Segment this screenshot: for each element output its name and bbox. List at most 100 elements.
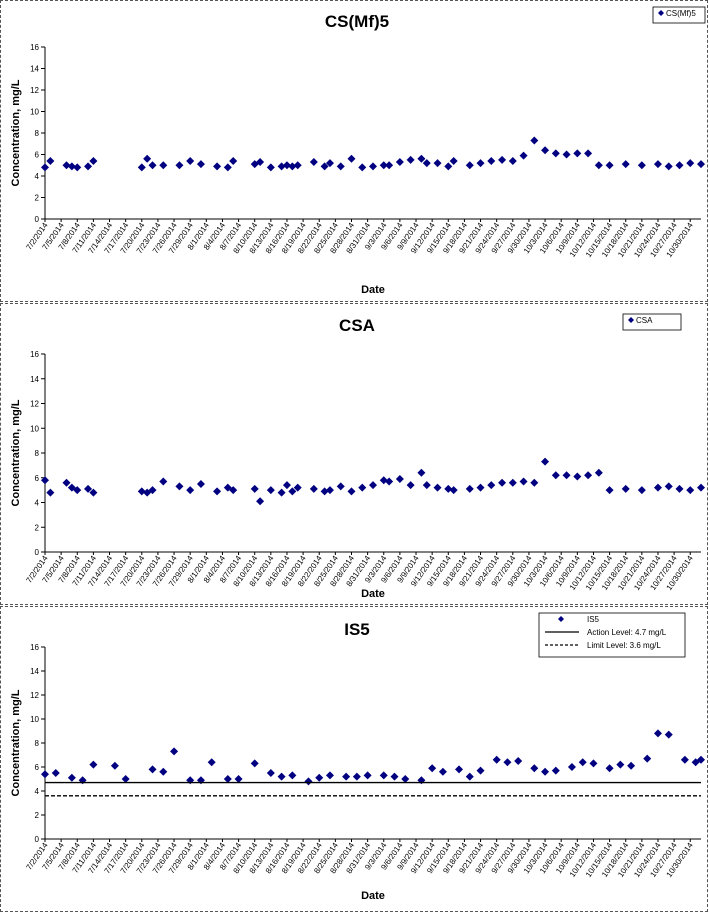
data-point	[449, 156, 458, 165]
data-point	[196, 160, 205, 169]
y-tick-label: 16	[30, 43, 39, 52]
data-point	[675, 484, 684, 493]
legend-entry: CSA	[636, 316, 653, 325]
data-point	[487, 156, 496, 165]
y-tick-label: 8	[35, 129, 40, 138]
data-point	[256, 158, 265, 167]
data-point	[508, 156, 517, 165]
data-point	[304, 777, 313, 786]
y-axis-label: Concentration, mg/L	[10, 79, 22, 186]
data-point	[84, 484, 93, 493]
data-point	[293, 161, 302, 170]
data-point	[250, 484, 259, 493]
data-point	[186, 156, 195, 165]
x-axis-label: Date	[361, 890, 385, 902]
y-tick-label: 10	[30, 108, 39, 117]
chart-panel-csa: CSA 0 2 4 6 8 10 12 14 16 7/2/2014 7/5/2014 7/8/2014…	[0, 303, 708, 605]
data-point	[444, 162, 453, 171]
data-point	[358, 163, 367, 172]
y-axis-label: Concentration, mg/L	[10, 689, 22, 796]
data-point	[67, 162, 76, 171]
data-point	[41, 163, 49, 172]
data-point	[46, 488, 55, 497]
y-tick-label: 4	[35, 499, 40, 508]
data-point	[519, 477, 528, 486]
data-point	[594, 161, 603, 170]
data-point	[266, 486, 275, 495]
y-tick-label: 6	[35, 474, 40, 483]
data-point	[422, 481, 431, 490]
legend-entry: IS5	[587, 615, 600, 624]
data-point	[148, 765, 157, 774]
data-point	[288, 771, 297, 780]
y-tick-label: 6	[35, 151, 40, 160]
data-point	[551, 471, 560, 480]
legend-entry: CS(Mf)5	[666, 9, 696, 18]
data-point	[653, 483, 662, 492]
data-point	[41, 476, 49, 485]
data-point	[594, 468, 603, 477]
data-point	[498, 155, 507, 164]
data-point	[530, 478, 539, 487]
y-tick-label: 0	[35, 548, 40, 557]
data-point	[379, 161, 388, 170]
data-point	[325, 486, 334, 495]
data-point	[213, 162, 222, 171]
data-point	[196, 776, 205, 785]
y-tick-label: 14	[30, 667, 39, 676]
legend-marker	[628, 317, 634, 323]
data-point	[148, 161, 157, 170]
data-point	[697, 755, 705, 764]
chart-csa-svg: CSA02468101214167/2/20147/5/20147/8/2014…	[10, 313, 705, 600]
chart-panel-is5: IS5 0 2 4 6 8 10 12 14 16 7/2/2014 7/5/2014 7/8/2014…	[0, 606, 708, 912]
chart-title: IS5	[344, 620, 370, 639]
data-point	[664, 162, 673, 171]
data-point	[422, 159, 431, 168]
data-point	[320, 487, 329, 496]
data-point	[616, 760, 625, 769]
y-tick-label: 4	[35, 787, 40, 796]
data-point	[110, 761, 119, 770]
y-tick-label: 0	[35, 835, 40, 844]
data-point	[137, 163, 146, 172]
data-point	[573, 149, 582, 158]
chart-csmf5-svg: CS(Mf)502468101214167/2/20147/5/20147/8/…	[10, 6, 706, 296]
chart-is5-svg: IS502468101214167/2/20147/5/20147/8/2014…	[10, 612, 705, 902]
data-point	[175, 482, 184, 491]
data-point	[336, 482, 345, 491]
data-point	[551, 766, 560, 775]
data-point	[562, 150, 571, 159]
data-point	[250, 759, 259, 768]
data-point	[159, 161, 168, 170]
data-point	[46, 156, 55, 165]
data-point	[530, 136, 539, 145]
y-tick-label: 12	[30, 691, 39, 700]
x-axis-label: Date	[361, 588, 385, 600]
y-tick-label: 16	[30, 350, 39, 359]
data-point	[605, 486, 614, 495]
data-point	[395, 474, 404, 483]
data-point	[541, 767, 550, 776]
data-point	[675, 161, 684, 170]
data-point	[175, 161, 184, 170]
y-tick-label: 14	[30, 65, 39, 74]
data-point	[73, 163, 82, 172]
data-point	[89, 488, 98, 497]
data-point	[449, 486, 458, 495]
data-point	[293, 483, 302, 492]
y-tick-label: 2	[35, 523, 40, 532]
data-point	[390, 772, 399, 781]
y-axis-label: Concentration, mg/L	[10, 399, 22, 506]
data-point	[207, 758, 216, 767]
y-tick-label: 2	[35, 194, 40, 203]
data-point	[363, 771, 372, 780]
data-point	[637, 486, 646, 495]
legend-box	[538, 612, 686, 658]
data-point	[680, 755, 689, 764]
data-point	[503, 758, 512, 767]
data-point	[352, 772, 361, 781]
data-point	[315, 773, 324, 782]
data-point	[336, 162, 345, 171]
data-point	[282, 481, 291, 490]
data-point	[143, 154, 152, 163]
